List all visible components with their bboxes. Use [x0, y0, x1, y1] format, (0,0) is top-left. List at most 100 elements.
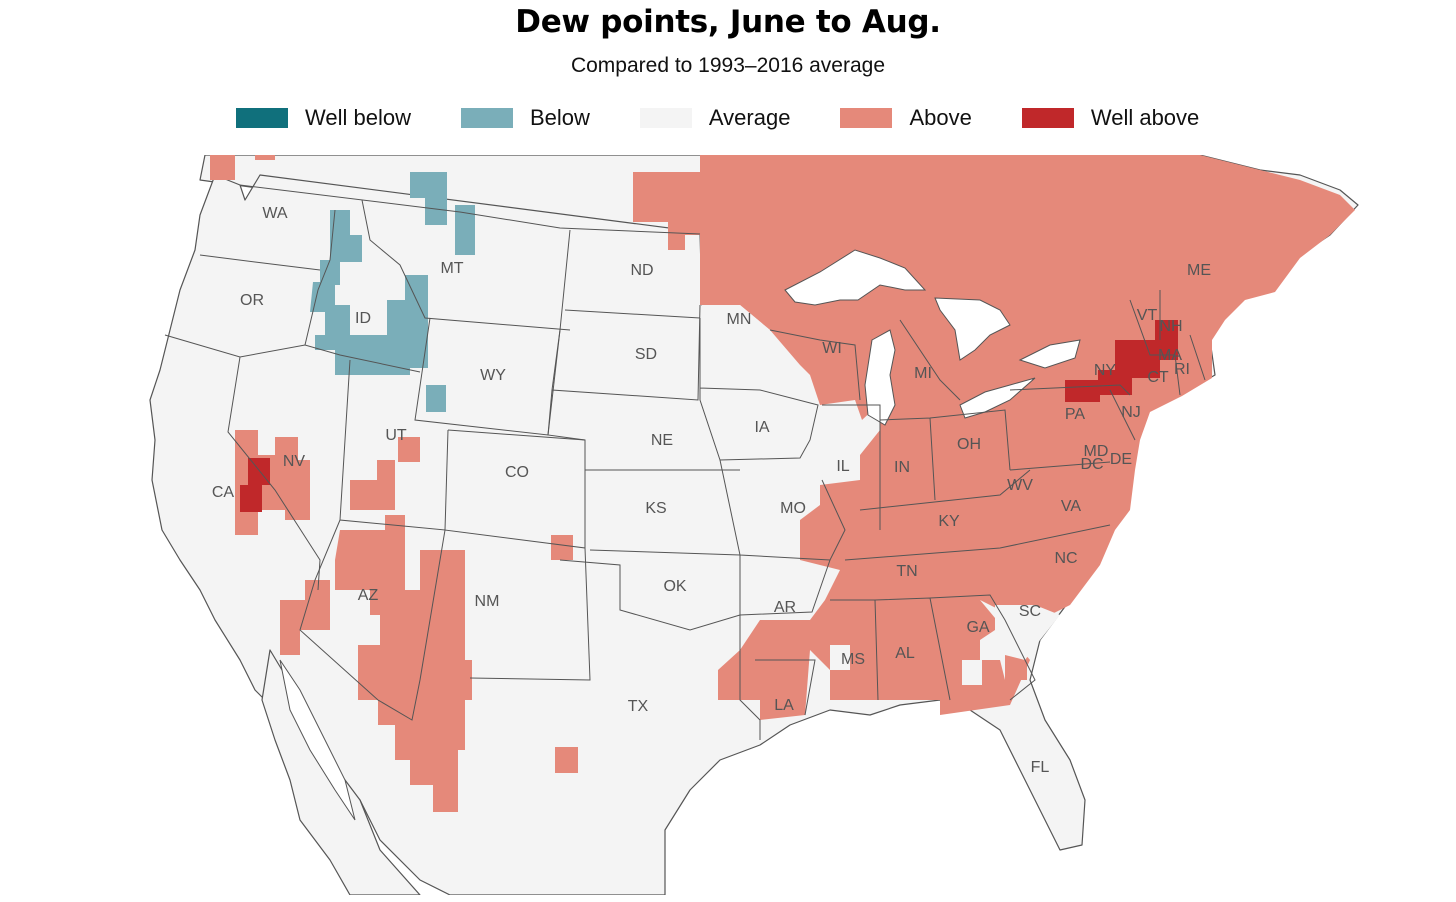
state-label-wa: WA — [262, 205, 288, 222]
state-label-ga: GA — [966, 619, 989, 636]
above-region-ut — [350, 460, 395, 510]
state-label-ri: RI — [1174, 361, 1190, 378]
legend-swatch-average — [639, 108, 692, 128]
state-label-mn: MN — [727, 311, 752, 328]
above-region-nd-north — [633, 172, 700, 250]
state-label-ms: MS — [841, 651, 865, 668]
state-label-tn: TN — [896, 563, 917, 580]
state-label-nd: ND — [630, 262, 653, 279]
dew-point-map: WA OR CA NV ID MT WY UT AZ CO NM ND SD NE KS OK TX MN IA MO… — [149, 154, 1359, 896]
legend-item-well-above: Well above — [1021, 105, 1200, 131]
border-ia-mn — [699, 318, 819, 461]
gulf-of-california — [279, 659, 356, 821]
legend-label-below: Below — [529, 105, 590, 130]
border-ga — [929, 594, 1036, 701]
state-borders — [164, 184, 1206, 740]
state-label-sc: SC — [1019, 603, 1041, 620]
state-label-ok: OK — [663, 578, 686, 595]
state-label-md: MD — [1084, 443, 1109, 460]
border-wy — [414, 317, 561, 436]
state-label-mo: MO — [780, 500, 806, 517]
state-label-va: VA — [1061, 498, 1081, 515]
state-label-ny: NY — [1094, 362, 1117, 379]
above-cell-nm — [551, 535, 573, 560]
state-label-nv: NV — [283, 453, 306, 470]
well-above-ca-nv — [240, 458, 270, 512]
legend-item-below: Below — [460, 105, 590, 131]
lake-superior — [784, 249, 927, 306]
lake-ontario — [1018, 339, 1081, 369]
state-label-sd: SD — [635, 346, 657, 363]
legend-label-above: Above — [909, 105, 972, 130]
state-label-ut: UT — [385, 427, 407, 444]
average-sc — [980, 605, 1060, 680]
above-region-az-west — [280, 580, 330, 655]
water-layer — [279, 249, 1081, 821]
above-region-wa-north — [210, 155, 275, 180]
state-label-de: DE — [1110, 451, 1132, 468]
legend-label-average: Average — [708, 105, 791, 130]
well-above-cells — [240, 320, 1178, 512]
legend-swatch-well-above — [1021, 108, 1074, 128]
state-label-ct: CT — [1147, 369, 1169, 386]
state-label-al: AL — [895, 645, 915, 662]
state-label-nc: NC — [1054, 550, 1077, 567]
below-region-id-north — [320, 210, 362, 285]
legend-item-average: Average — [639, 105, 791, 131]
below-cell-mt — [455, 205, 475, 255]
border-ar-la — [739, 559, 831, 716]
state-label-pa: PA — [1065, 406, 1085, 423]
legend-item-well-below: Well below — [236, 105, 411, 131]
above-region-southwest — [335, 515, 472, 812]
state-label-ar: AR — [774, 599, 796, 616]
state-label-wi: WI — [822, 340, 842, 357]
border-pa-ny — [1009, 384, 1136, 471]
above-cell-ut-east — [398, 437, 420, 462]
state-label-ia: IA — [754, 419, 769, 436]
border-or-wa — [199, 254, 321, 271]
header: Dew points, June to Aug. Compared to 199… — [0, 0, 1456, 78]
state-label-ca: CA — [212, 484, 235, 501]
below-cell-wy — [426, 385, 446, 412]
state-label-mt: MT — [440, 260, 463, 277]
above-cell-fl-panhandle — [1005, 655, 1027, 680]
state-label-az: AZ — [358, 587, 379, 604]
state-label-mi: MI — [914, 365, 932, 382]
state-label-la: LA — [774, 697, 794, 714]
state-label-nj: NJ — [1121, 404, 1141, 421]
border-id-west — [304, 209, 336, 346]
average-holes — [702, 305, 1060, 685]
map-subtitle: Compared to 1993–2016 average — [570, 54, 886, 77]
average-ga — [962, 660, 982, 685]
legend-item-above: Above — [840, 105, 972, 131]
border-ne-ks — [547, 389, 741, 556]
state-label-fl: FL — [1031, 759, 1050, 776]
border-mi-wi — [769, 319, 961, 401]
legend-swatch-above — [840, 108, 893, 128]
state-label-oh: OH — [957, 436, 981, 453]
border-nv-north — [164, 334, 421, 373]
below-region-mt-north — [410, 172, 447, 225]
border-canada-us — [239, 184, 701, 235]
state-labels: WA OR CA NV ID MT WY UT AZ CO NM ND SD NE KS OK TX MN IA MO… — [212, 205, 1211, 776]
border-il-in-oh — [822, 404, 1011, 530]
state-label-co: CO — [505, 464, 529, 481]
below-region-id — [315, 275, 428, 375]
above-cell-tx — [555, 747, 578, 773]
legend-label-well-above: Well above — [1090, 105, 1200, 130]
average-mn — [702, 305, 822, 480]
border-ut — [339, 359, 449, 531]
state-label-ks: KS — [645, 500, 666, 517]
state-label-vt: VT — [1137, 307, 1158, 324]
state-label-ne: NE — [651, 432, 673, 449]
legend-label-well-below: Well below — [305, 105, 411, 130]
state-label-nh: NH — [1159, 318, 1182, 335]
state-label-or: OR — [240, 292, 264, 309]
state-label-me: ME — [1187, 262, 1211, 279]
state-label-in: IN — [894, 459, 910, 476]
border-new-england — [1129, 290, 1206, 396]
state-label-wv: WV — [1007, 477, 1033, 494]
state-label-wy: WY — [480, 367, 506, 384]
legend-swatch-below — [460, 108, 513, 128]
average-ms — [830, 645, 850, 670]
